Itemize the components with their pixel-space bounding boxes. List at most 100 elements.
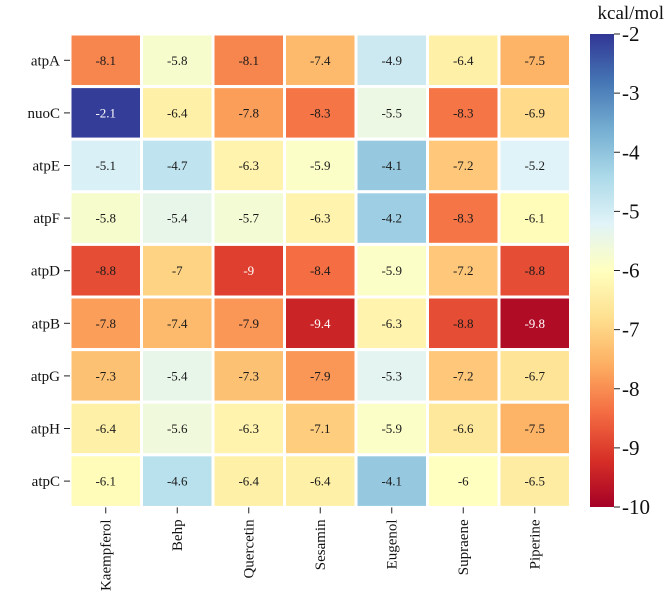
cell-value-label: -7.8 (95, 316, 116, 331)
cell-value-label: -4.2 (381, 211, 402, 226)
heatmap-cell (354, 137, 429, 194)
cell-value-label: -6.4 (238, 474, 259, 489)
cell-value-label: -5.8 (95, 211, 116, 226)
cell-value-label: -5.1 (95, 158, 116, 173)
cell-value-label: -7.2 (453, 158, 474, 173)
cell-value-label: -6.9 (524, 105, 545, 120)
cell-value-label: -7.4 (167, 316, 188, 331)
cell-value-label: -7.5 (524, 53, 545, 68)
cell-value-label: -8.3 (453, 211, 474, 226)
heatmap-cell (426, 190, 501, 246)
heatmap-cell (140, 137, 215, 194)
column-label: Piperine (528, 519, 544, 569)
cell-value-label: -8.3 (453, 105, 474, 120)
heatmap-cell (426, 400, 501, 457)
colorbar-tick-label: -7 (622, 318, 640, 342)
cell-value-label: -7.3 (95, 368, 116, 383)
cell-value-label: -7.9 (238, 316, 259, 331)
cell-value-label: -6.4 (167, 105, 188, 120)
colorbar-tick-label: -5 (622, 199, 640, 223)
cell-value-label: -4.1 (381, 158, 402, 173)
cell-value-label: -5.8 (167, 53, 188, 68)
heatmap-cell (211, 137, 286, 194)
cell-value-label: -5.4 (167, 211, 188, 226)
column-label: Supraene (456, 519, 472, 575)
cell-value-label: -5.9 (381, 421, 402, 436)
column-label: Behp (170, 519, 186, 551)
cell-value-label: -9.8 (524, 316, 545, 331)
colorbar-tick-label: -6 (622, 259, 640, 283)
heatmap-cell (140, 295, 215, 352)
heatmap-cell (283, 348, 358, 404)
colorbar-gradient (590, 34, 614, 507)
colorbar-tick-label: -8 (622, 377, 640, 401)
heatmap-cell (497, 400, 572, 457)
cell-value-label: -5.3 (381, 368, 402, 383)
cell-value-label: -4.9 (381, 53, 402, 68)
cell-value-label: -5.9 (310, 158, 331, 173)
heatmap-cell (354, 400, 429, 457)
cell-value-label: -7.4 (310, 53, 331, 68)
heatmap-cell (354, 453, 429, 509)
column-label: Quercetin (242, 519, 258, 579)
row-label: atpF (33, 211, 60, 227)
cell-value-label: -7.1 (310, 421, 331, 436)
heatmap-cell (140, 190, 215, 246)
cell-value-label: -8.1 (238, 53, 259, 68)
cell-value-label: -8.3 (310, 105, 331, 120)
cell-value-label: -7.2 (453, 263, 474, 278)
row-label: nuoC (27, 106, 60, 122)
cell-value-label: -6.3 (238, 421, 259, 436)
cell-value-label: -9.4 (310, 316, 331, 331)
cell-value-label: -6 (458, 474, 469, 489)
cell-value-label: -6.5 (524, 474, 545, 489)
cell-value-label: -4.1 (381, 474, 402, 489)
heatmap-cells: -8.1 -5.8 -8.1 -7.4 -4.9 -6.4 -7.5 -2.1 -6.4 -7.8… (68, 32, 572, 509)
row-label: atpG (31, 369, 60, 385)
cell-value-label: -6.4 (453, 53, 474, 68)
cell-value-label: -7.5 (524, 421, 545, 436)
row-label: atpE (33, 159, 61, 175)
row-label: atpA (31, 53, 60, 69)
heatmap-cell (426, 348, 501, 404)
colorbar-tick-label: -4 (622, 140, 640, 164)
column-label: Kaempferol (99, 519, 115, 591)
cell-value-label: -7.2 (453, 368, 474, 383)
colorbar-tick-label: -9 (622, 436, 640, 460)
cell-value-label: -9 (243, 263, 254, 278)
cell-value-label: -5.2 (524, 158, 545, 173)
cell-value-label: -5.9 (381, 263, 402, 278)
row-label: atpH (31, 422, 60, 438)
heatmap-cell (68, 242, 143, 299)
heatmap-cell (140, 400, 215, 457)
cell-value-label: -6.1 (95, 474, 116, 489)
heatmap-cell (211, 453, 286, 509)
cell-value-label: -6.1 (524, 211, 545, 226)
colorbar-tick-label: -3 (622, 81, 640, 105)
cell-value-label: -6.4 (95, 421, 116, 436)
cell-value-label: -4.7 (167, 158, 188, 173)
cell-value-label: -6.7 (524, 368, 545, 383)
colorbar-tick-label: -10 (622, 495, 650, 519)
cell-value-label: -8.8 (453, 316, 474, 331)
cell-value-label: -6.4 (310, 474, 331, 489)
cell-value-label: -7.9 (310, 368, 331, 383)
cell-value-label: -4.6 (167, 474, 188, 489)
cell-value-label: -8.4 (310, 263, 331, 278)
cell-value-label: -5.7 (238, 211, 259, 226)
cell-value-label: -5.4 (167, 368, 188, 383)
cell-value-label: -7.8 (238, 105, 259, 120)
heatmap-cell (211, 242, 286, 299)
heatmap-cell (211, 85, 286, 141)
cell-value-label: -5.5 (381, 105, 402, 120)
row-label: atpC (32, 474, 60, 490)
cell-value-label: -7.3 (238, 368, 259, 383)
cell-value-label: -6.3 (310, 211, 331, 226)
cell-value-label: -8.1 (95, 53, 116, 68)
heatmap-cell (426, 137, 501, 194)
cell-value-label: -6.3 (238, 158, 259, 173)
cell-value-label: -6.6 (453, 421, 474, 436)
colorbar-ticks: -2 -3 -4 -5 -6 -7 -8 -9 -10 (614, 22, 650, 519)
cell-value-label: -8.8 (95, 263, 116, 278)
cell-value-label: -2.1 (95, 105, 116, 120)
